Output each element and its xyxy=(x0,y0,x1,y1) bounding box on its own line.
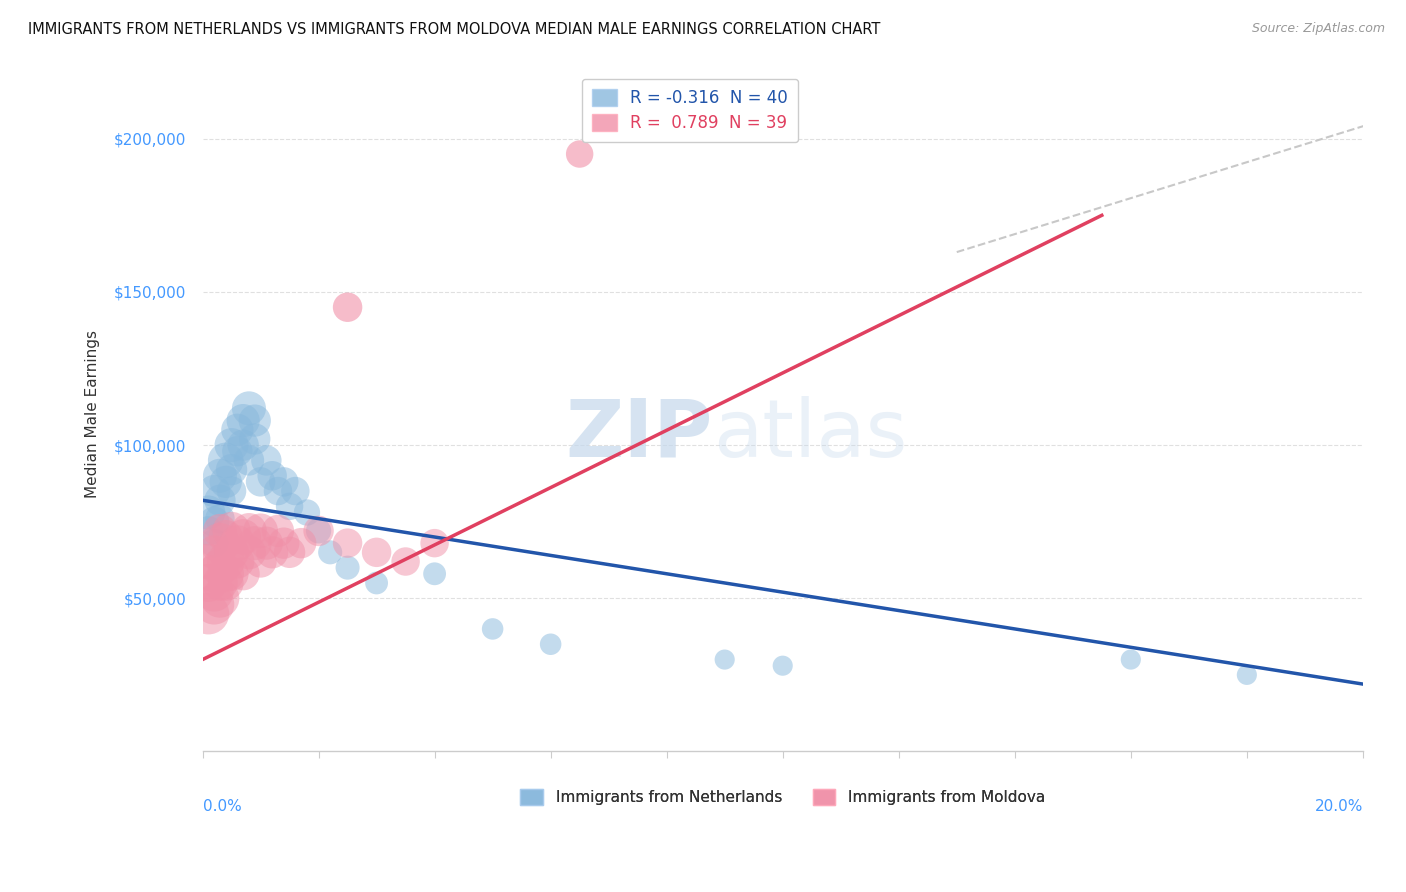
Point xyxy=(481,622,503,636)
Point xyxy=(202,598,225,612)
Point xyxy=(232,414,254,428)
Text: 20.0%: 20.0% xyxy=(1315,798,1362,814)
Point xyxy=(215,475,238,489)
Point xyxy=(273,536,295,550)
Point xyxy=(336,300,359,314)
Point xyxy=(308,524,330,538)
Point xyxy=(1236,668,1258,682)
Point xyxy=(295,506,318,520)
Point xyxy=(249,475,271,489)
Point xyxy=(308,524,330,538)
Point xyxy=(215,566,238,581)
Point xyxy=(254,453,277,467)
Point xyxy=(208,493,231,508)
Point xyxy=(215,555,238,569)
Point xyxy=(249,555,271,569)
Point xyxy=(202,545,225,559)
Point xyxy=(208,591,231,606)
Point xyxy=(540,637,562,651)
Text: 0.0%: 0.0% xyxy=(202,798,242,814)
Point xyxy=(202,536,225,550)
Point xyxy=(319,545,342,559)
Text: IMMIGRANTS FROM NETHERLANDS VS IMMIGRANTS FROM MOLDOVA MEDIAN MALE EARNINGS CORR: IMMIGRANTS FROM NETHERLANDS VS IMMIGRANT… xyxy=(28,22,880,37)
Point xyxy=(254,536,277,550)
Point xyxy=(336,536,359,550)
Point xyxy=(232,566,254,581)
Point xyxy=(221,462,243,476)
Point xyxy=(221,438,243,452)
Point xyxy=(278,500,301,514)
Point xyxy=(197,555,219,569)
Point xyxy=(713,652,735,666)
Point xyxy=(208,576,231,591)
Point xyxy=(423,536,446,550)
Point xyxy=(197,506,219,520)
Point xyxy=(197,607,219,621)
Y-axis label: Median Male Earnings: Median Male Earnings xyxy=(86,330,100,499)
Point xyxy=(208,560,231,574)
Point xyxy=(221,484,243,499)
Point xyxy=(772,658,794,673)
Point xyxy=(267,524,290,538)
Point xyxy=(208,468,231,483)
Point xyxy=(366,545,388,559)
Point xyxy=(243,432,266,446)
Point xyxy=(226,555,249,569)
Point xyxy=(273,475,295,489)
Point xyxy=(1119,652,1142,666)
Point xyxy=(215,576,238,591)
Point xyxy=(267,484,290,499)
Point xyxy=(243,536,266,550)
Point xyxy=(215,453,238,467)
Point xyxy=(232,530,254,544)
Point xyxy=(202,484,225,499)
Point xyxy=(262,545,284,559)
Point xyxy=(290,536,312,550)
Point xyxy=(197,576,219,591)
Point xyxy=(226,536,249,550)
Point xyxy=(284,484,307,499)
Point xyxy=(278,545,301,559)
Point xyxy=(262,468,284,483)
Point xyxy=(202,585,225,599)
Point xyxy=(226,444,249,458)
Point xyxy=(202,515,225,529)
Point xyxy=(243,414,266,428)
Point xyxy=(208,511,231,525)
Text: atlas: atlas xyxy=(713,396,907,474)
Point xyxy=(423,566,446,581)
Point xyxy=(366,576,388,591)
Point xyxy=(232,438,254,452)
Point xyxy=(238,524,260,538)
Point xyxy=(568,147,591,161)
Point xyxy=(238,545,260,559)
Point xyxy=(208,536,231,550)
Point xyxy=(249,524,271,538)
Point xyxy=(394,555,416,569)
Point xyxy=(202,566,225,581)
Point xyxy=(208,524,231,538)
Point xyxy=(221,545,243,559)
Point xyxy=(336,560,359,574)
Point xyxy=(226,423,249,437)
Text: Source: ZipAtlas.com: Source: ZipAtlas.com xyxy=(1251,22,1385,36)
Point xyxy=(221,566,243,581)
Legend: Immigrants from Netherlands, Immigrants from Moldova: Immigrants from Netherlands, Immigrants … xyxy=(515,783,1052,811)
Point xyxy=(238,401,260,416)
Point xyxy=(238,453,260,467)
Point xyxy=(197,524,219,538)
Text: ZIP: ZIP xyxy=(565,396,713,474)
Point xyxy=(215,530,238,544)
Point xyxy=(221,524,243,538)
